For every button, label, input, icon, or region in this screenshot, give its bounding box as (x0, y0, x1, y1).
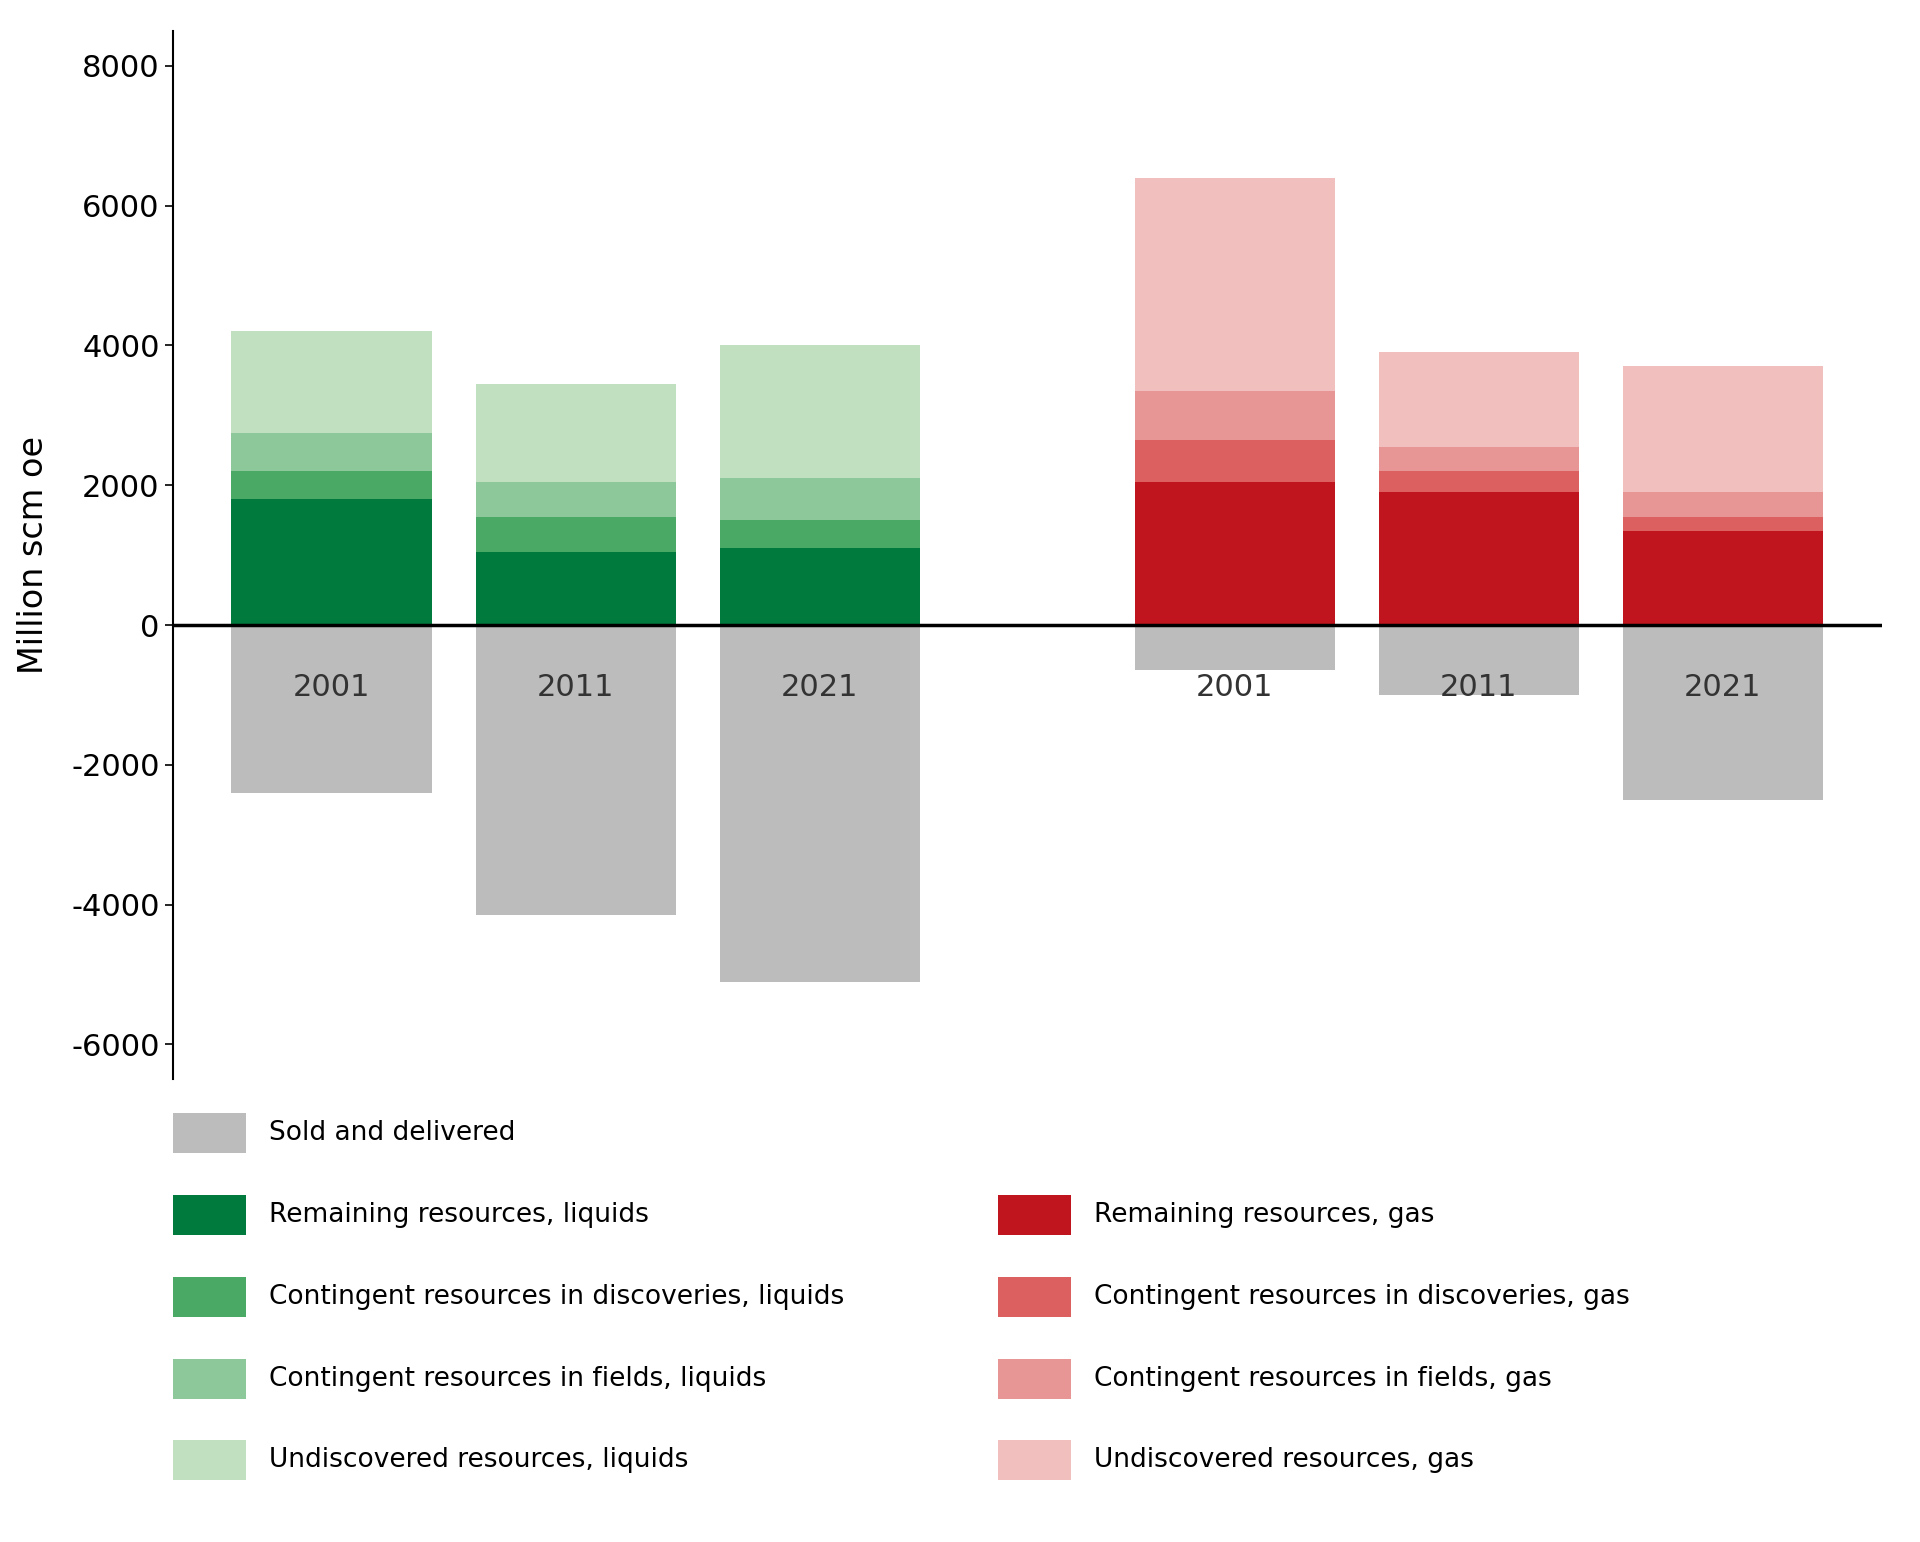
Text: Undiscovered resources, liquids: Undiscovered resources, liquids (269, 1448, 687, 1473)
Bar (476, 517, 676, 552)
Bar (476, 625, 676, 914)
Bar (1135, 481, 1334, 625)
Text: 2001: 2001 (1196, 674, 1273, 703)
Text: Remaining resources, gas: Remaining resources, gas (1094, 1203, 1434, 1227)
Bar (1379, 492, 1578, 625)
Text: 2011: 2011 (1440, 674, 1517, 703)
Bar (1135, 625, 1334, 671)
Bar (720, 625, 920, 982)
Bar (1135, 177, 1334, 390)
Text: Remaining resources, liquids: Remaining resources, liquids (269, 1203, 649, 1227)
Bar (232, 472, 432, 500)
Text: 2021: 2021 (1684, 674, 1763, 703)
Bar (1379, 472, 1578, 492)
Bar (232, 625, 432, 793)
Bar (232, 500, 432, 625)
Text: Contingent resources in discoveries, liquids: Contingent resources in discoveries, liq… (269, 1284, 845, 1309)
Bar (720, 345, 920, 478)
Text: Contingent resources in fields, liquids: Contingent resources in fields, liquids (269, 1366, 766, 1391)
Bar (232, 433, 432, 472)
Bar (232, 332, 432, 433)
Y-axis label: Million scm oe: Million scm oe (17, 436, 50, 674)
Bar (1622, 492, 1822, 517)
Bar (720, 547, 920, 625)
Bar (1379, 353, 1578, 447)
Bar (1622, 530, 1822, 625)
Bar (1135, 390, 1334, 439)
Text: Undiscovered resources, gas: Undiscovered resources, gas (1094, 1448, 1475, 1473)
Bar (1622, 517, 1822, 530)
Text: Contingent resources in discoveries, gas: Contingent resources in discoveries, gas (1094, 1284, 1630, 1309)
Bar (1622, 625, 1822, 800)
Bar (720, 478, 920, 520)
Bar (1622, 367, 1822, 492)
Text: Sold and delivered: Sold and delivered (269, 1121, 515, 1146)
Bar (720, 520, 920, 547)
Bar (1379, 447, 1578, 472)
Text: Contingent resources in fields, gas: Contingent resources in fields, gas (1094, 1366, 1551, 1391)
Bar (476, 384, 676, 481)
Bar (1379, 625, 1578, 695)
Text: 2011: 2011 (538, 674, 614, 703)
Bar (476, 552, 676, 625)
Bar (1135, 439, 1334, 481)
Bar (476, 481, 676, 517)
Text: 2001: 2001 (292, 674, 371, 703)
Text: 2021: 2021 (781, 674, 858, 703)
